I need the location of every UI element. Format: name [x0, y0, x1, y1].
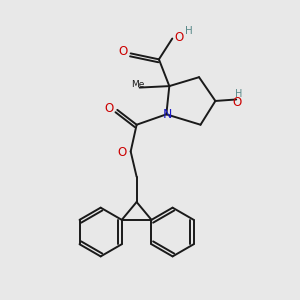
Text: O: O: [174, 31, 184, 44]
Text: O: O: [118, 45, 128, 58]
Text: O: O: [118, 146, 127, 160]
Text: O: O: [232, 96, 242, 109]
Text: N: N: [162, 108, 172, 122]
Text: Me: Me: [131, 80, 145, 88]
Text: H: H: [235, 89, 242, 99]
Text: H: H: [185, 26, 193, 36]
Text: O: O: [105, 102, 114, 115]
